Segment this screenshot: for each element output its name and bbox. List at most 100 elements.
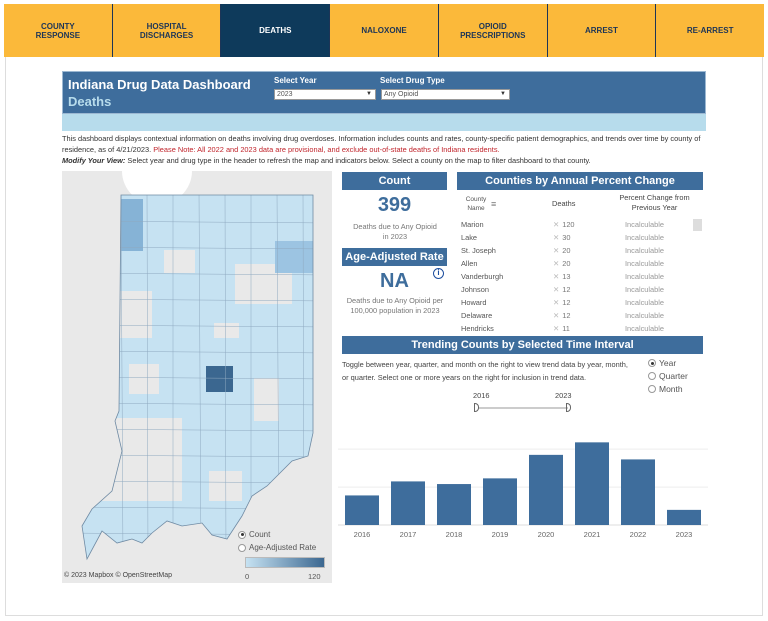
county-name: Lake (461, 233, 478, 242)
bar-2023[interactable] (667, 509, 701, 525)
deaths-cell: ✕ 12 (553, 285, 570, 294)
county-no-data[interactable] (117, 291, 152, 338)
bar-2022[interactable] (621, 459, 655, 525)
change-cell: Incalculable (625, 259, 665, 268)
table-row[interactable]: Marion ✕ 120 Incalculable (457, 220, 692, 233)
x-tick-label: 2023 (676, 530, 693, 539)
scale-min: 0 (245, 572, 250, 581)
count-caption: Deaths due to Any Opioid in 2023 (353, 222, 437, 241)
county-name: Marion (461, 220, 484, 229)
drug-type-value: Any Opioid (384, 91, 419, 98)
slider-handle-end[interactable] (566, 403, 571, 412)
year-range-slider[interactable] (478, 407, 568, 409)
x-icon: ✕ (553, 259, 560, 268)
radio-icon (238, 543, 246, 552)
bar-2019[interactable] (483, 478, 517, 525)
dropdown-arrow-icon: ▼ (500, 91, 506, 97)
table-row[interactable]: Lake ✕ 30 Incalculable (457, 233, 692, 246)
deaths-value: 20 (562, 259, 571, 268)
deaths-cell: ✕ 30 (553, 233, 570, 242)
county-no-data[interactable] (164, 250, 195, 273)
count-header: Count (342, 172, 447, 190)
nav-tab-arrest[interactable]: ARREST (548, 4, 657, 57)
deaths-cell: ✕ 120 (553, 220, 575, 229)
county-border (146, 195, 149, 559)
x-icon: ✕ (553, 285, 560, 294)
interval-radio-quarter[interactable]: Quarter (648, 371, 688, 381)
county-border (224, 195, 227, 559)
year-select[interactable]: 2023 ▼ (274, 89, 376, 100)
legend-rate-radio[interactable]: Age-Adjusted Rate (238, 543, 316, 552)
table-row[interactable]: Delaware ✕ 12 Incalculable (457, 311, 692, 324)
x-icon: ✕ (553, 324, 560, 333)
nav-tab-re-arrest[interactable]: RE-ARREST (686, 26, 734, 35)
deaths-value: 12 (562, 311, 571, 320)
table-row[interactable]: Vanderburgh ✕ 13 Incalculable (457, 272, 692, 285)
table-row[interactable]: St. Joseph ✕ 20 Incalculable (457, 246, 692, 259)
col-percent-change[interactable]: Percent Change from Previous Year (619, 193, 690, 212)
county-no-data[interactable] (102, 418, 182, 501)
county-allen[interactable] (275, 241, 313, 273)
dropdown-arrow-icon: ▼ (366, 91, 372, 97)
x-tick-label: 2018 (446, 530, 463, 539)
county-marion[interactable] (206, 366, 233, 392)
counties-header: Counties by Annual Percent Change (457, 172, 703, 190)
counties[interactable] (62, 191, 332, 561)
trend-description: Toggle between year, quarter, and month … (342, 360, 628, 382)
radio-label: Month (659, 384, 683, 394)
radio-icon (648, 372, 656, 380)
top-nav: COUNTY RESPONSE HOSPITAL DISCHARGES DEATHS… (4, 4, 764, 57)
nav-tab-naloxone[interactable]: NALOXONE (330, 4, 439, 57)
county-no-data[interactable] (209, 471, 242, 501)
change-cell: Incalculable (625, 233, 665, 242)
col-county-name[interactable]: County Name (465, 196, 487, 212)
radio-icon (648, 359, 656, 367)
bar-2016[interactable] (345, 495, 379, 525)
table-row[interactable]: Howard ✕ 12 Incalculable (457, 298, 692, 311)
table-row[interactable]: Hendricks ✕ 11 Incalculable (457, 324, 692, 337)
x-icon: ✕ (553, 298, 560, 307)
slider-handle-start[interactable] (474, 403, 479, 412)
info-icon[interactable]: i (433, 268, 444, 279)
legend-count-radio[interactable]: Count (238, 530, 270, 539)
deaths-value: 12 (562, 285, 571, 294)
provisional-note: Please Note: All 2022 and 2023 data are … (153, 144, 500, 154)
x-tick-label: 2020 (538, 530, 555, 539)
drug-type-select[interactable]: Any Opioid ▼ (381, 89, 510, 100)
table-scrollbar[interactable] (693, 219, 702, 231)
county-border (120, 195, 124, 559)
deaths-value: 30 (562, 233, 571, 242)
deaths-value: 20 (562, 246, 571, 255)
county-no-data[interactable] (214, 323, 239, 338)
county-border (198, 195, 202, 559)
bar-2018[interactable] (437, 484, 471, 525)
nav-tab-county-response[interactable]: COUNTY RESPONSE (4, 4, 113, 57)
county-name: Howard (461, 298, 487, 307)
interval-radio-month[interactable]: Month (648, 384, 683, 394)
nav-tab-hospital-discharges[interactable]: HOSPITAL DISCHARGES (113, 4, 222, 57)
county-map[interactable]: Count Age-Adjusted Rate 0 120 © 2023 Map… (62, 137, 332, 583)
indiana-map-svg[interactable] (62, 137, 332, 583)
county-no-data[interactable] (129, 364, 159, 394)
rate-header: Age-Adjusted Rate (342, 248, 447, 266)
dashboard-header: Indiana Drug Data Dashboard Deaths Selec… (62, 71, 706, 114)
change-cell: Incalculable (625, 285, 665, 294)
map-attribution[interactable]: © 2023 Mapbox © OpenStreetMap (64, 572, 172, 579)
table-row[interactable]: Allen ✕ 20 Incalculable (457, 259, 692, 272)
col-deaths[interactable]: Deaths (552, 199, 576, 208)
radio-label: Count (249, 530, 271, 539)
interval-radio-year[interactable]: Year (648, 358, 676, 368)
county-name: Delaware (461, 311, 493, 320)
deaths-cell: ✕ 12 (553, 311, 570, 320)
bar-2017[interactable] (391, 481, 425, 525)
county-lake[interactable] (121, 199, 143, 251)
deaths-value: 120 (562, 220, 575, 229)
bar-2020[interactable] (529, 454, 563, 525)
sort-icon[interactable]: ≡ (491, 199, 497, 209)
bar-2021[interactable] (575, 442, 609, 525)
radio-label: Year (659, 358, 677, 368)
county-no-data[interactable] (254, 378, 279, 421)
nav-tab-deaths[interactable]: DEATHS (221, 4, 331, 57)
table-row[interactable]: Johnson ✕ 12 Incalculable (457, 285, 692, 298)
nav-tab-opioid-prescriptions[interactable]: OPIOID PRESCRIPTIONS (439, 4, 548, 57)
